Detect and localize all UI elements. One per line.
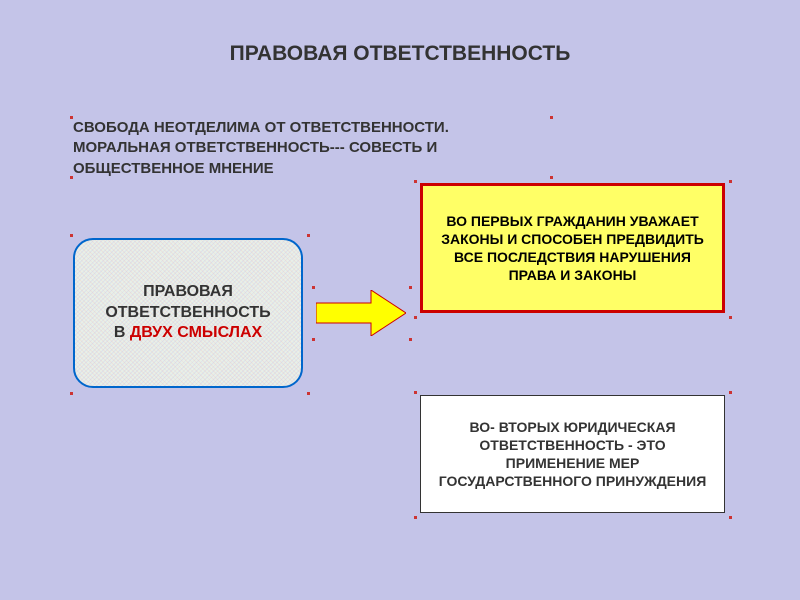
subtitle-line1: СВОБОДА НЕОТДЕЛИМА ОТ ОТВЕТСТВЕННОСТИ. [73, 119, 449, 136]
handle-dot [729, 180, 732, 183]
arrow-icon [316, 290, 406, 336]
meaning-box-1: ВО ПЕРВЫХ ГРАЖДАНИН УВАЖАЕТ ЗАКОНЫ И СПО… [420, 183, 725, 313]
handle-dot [70, 176, 73, 179]
handle-dot [409, 338, 412, 341]
subtitle-line2: МОРАЛЬНАЯ ОТВЕТСТВЕННОСТЬ--- СОВЕСТЬ И О… [73, 139, 437, 176]
handle-dot [312, 286, 315, 289]
handle-dot [70, 234, 73, 237]
meaning-1-text: ВО ПЕРВЫХ ГРАЖДАНИН УВАЖАЕТ ЗАКОНЫ И СПО… [433, 212, 712, 285]
handle-dot [70, 116, 73, 119]
handle-dot [307, 234, 310, 237]
handle-dot [409, 286, 412, 289]
handle-dot [729, 516, 732, 519]
handle-dot [414, 516, 417, 519]
handle-dot [550, 116, 553, 119]
slide-title: ПРАВОВАЯ ОТВЕТСТВЕННОСТЬ [0, 42, 800, 66]
handle-dot [414, 391, 417, 394]
left-box-line2: В [114, 324, 130, 341]
slide-subtitle: СВОБОДА НЕОТДЕЛИМА ОТ ОТВЕТСТВЕННОСТИ. М… [73, 118, 553, 179]
handle-dot [312, 338, 315, 341]
meaning-2-text: ВО- ВТОРЫХ ЮРИДИЧЕСКАЯ ОТВЕТСТВЕННОСТЬ -… [431, 418, 714, 491]
left-box-line1: ПРАВОВАЯ ОТВЕТСТВЕННОСТЬ [85, 282, 291, 324]
handle-dot [550, 176, 553, 179]
left-box-line2-wrap: В ДВУХ СМЫСЛАХ [114, 323, 262, 344]
title-text: ПРАВОВАЯ ОТВЕТСТВЕННОСТЬ [230, 42, 571, 65]
handle-dot [70, 392, 73, 395]
left-box-line2-red: ДВУХ СМЫСЛАХ [130, 324, 262, 341]
handle-dot [414, 180, 417, 183]
arrow-shape [316, 290, 406, 336]
left-concept-box: ПРАВОВАЯ ОТВЕТСТВЕННОСТЬ В ДВУХ СМЫСЛАХ [73, 238, 303, 388]
handle-dot [307, 392, 310, 395]
handle-dot [414, 316, 417, 319]
handle-dot [729, 391, 732, 394]
handle-dot [729, 316, 732, 319]
meaning-box-2: ВО- ВТОРЫХ ЮРИДИЧЕСКАЯ ОТВЕТСТВЕННОСТЬ -… [420, 395, 725, 513]
